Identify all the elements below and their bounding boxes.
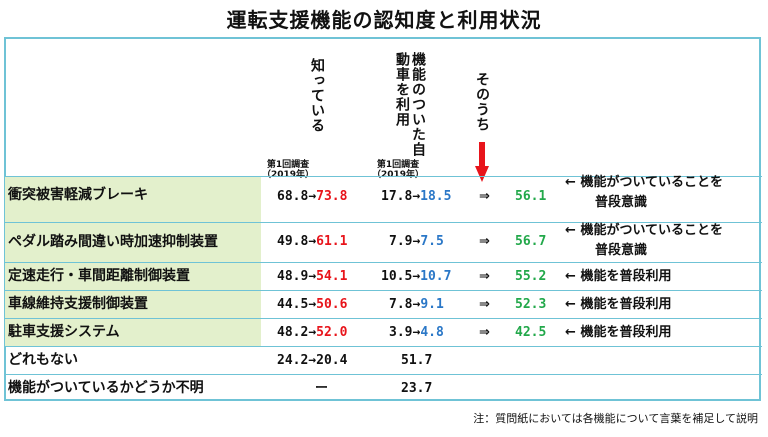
- row-label: 車線維持支援制御装置: [5, 291, 261, 318]
- use-value: 51.7: [401, 353, 433, 368]
- implies-icon: ⇒: [479, 269, 490, 284]
- use-value: 17.8→18.5: [381, 183, 451, 210]
- use-prev: 7.9: [389, 234, 413, 249]
- table-row: 機能がついているかどうか不明 ー 23.7: [5, 374, 762, 401]
- row-label: ペダル踏み間違い時加速抑制装置: [5, 223, 261, 262]
- row-label: 駐車支援システム: [5, 319, 261, 346]
- know-prev: 49.8: [277, 234, 309, 249]
- table-row: ペダル踏み間違い時加速抑制装置 49.8→61.1 7.9→7.5 ⇒ 56.7…: [5, 222, 762, 262]
- among-value: 56.1: [515, 189, 547, 204]
- implies-icon: ⇒: [479, 325, 490, 340]
- use-now: 7.5: [420, 234, 444, 249]
- know-now: 52.0: [316, 325, 348, 340]
- among-value: 42.5: [515, 325, 547, 340]
- survey-line1: 第1回調査: [376, 160, 420, 170]
- arrow-left-icon: ←: [565, 175, 576, 190]
- note-line1: 機能を普段利用: [580, 297, 672, 312]
- survey-line2: （2019年）: [371, 170, 425, 180]
- implies-icon: ⇒: [479, 234, 490, 249]
- note-line1: 機能がついていることを: [580, 223, 724, 238]
- arrow-right-icon: →: [412, 297, 421, 312]
- use-now: 10.7: [420, 269, 452, 284]
- use-value: 23.7: [401, 381, 433, 396]
- arrow-right-icon: →: [308, 234, 317, 249]
- table-row: 衝突被害軽減ブレーキ 68.8→73.8 17.8→18.5 ⇒ 56.1 ← …: [5, 173, 762, 222]
- note-line2: 普段意識: [595, 243, 648, 258]
- row-label: 機能がついているかどうか不明: [8, 380, 204, 396]
- survey-line2: （2019年）: [261, 170, 315, 180]
- row-note: ← 機能がついていることを 普段意識: [565, 173, 723, 213]
- use-now: 9.1: [420, 297, 444, 312]
- know-value: 48.2→52.0: [277, 319, 347, 346]
- know-value: ー: [315, 381, 329, 396]
- use-value: 10.5→10.7: [381, 263, 451, 290]
- know-prev: 48.2: [277, 325, 309, 340]
- survey-label-know: 第1回調査 （2019年）: [256, 160, 320, 180]
- arrow-right-icon: →: [308, 325, 317, 340]
- note-line1: 機能がついていることを: [580, 175, 724, 190]
- arrow-right-icon: →: [412, 325, 421, 340]
- arrow-down-icon: [475, 142, 489, 182]
- know-value: 48.9→54.1: [277, 263, 347, 290]
- arrow-right-icon: →: [308, 297, 317, 312]
- among-value: 52.3: [515, 297, 547, 312]
- know-now: 50.6: [316, 297, 348, 312]
- page-title: 運転支援機能の認知度と利用状況: [226, 8, 542, 32]
- use-prev: 3.9: [389, 325, 413, 340]
- know-now: 73.8: [316, 189, 348, 204]
- know-value: 49.8→61.1: [277, 228, 347, 255]
- arrow-left-icon: ←: [565, 223, 576, 238]
- arrow-left-icon: ←: [565, 297, 576, 312]
- know-value: 44.5→50.6: [277, 291, 347, 318]
- footnote: 注：質問紙においては各機能について言葉を補足して説明: [473, 412, 758, 425]
- row-label: 衝突被害軽減ブレーキ: [5, 177, 261, 222]
- use-prev: 7.8: [389, 297, 413, 312]
- arrow-right-icon: →: [412, 234, 421, 249]
- know-now: 54.1: [316, 269, 348, 284]
- know-prev: 48.9: [277, 269, 309, 284]
- header-know: 知っている: [309, 58, 325, 133]
- implies-icon: ⇒: [479, 189, 490, 204]
- among-value: 56.7: [515, 234, 547, 249]
- survey-line1: 第1回調査: [266, 160, 310, 170]
- arrow-left-icon: ←: [565, 269, 576, 284]
- table-row: 車線維持支援制御装置 44.5→50.6 7.8→9.1 ⇒ 52.3 ← 機能…: [5, 290, 762, 318]
- table-row: どれもない 24.2→20.4 51.7: [5, 346, 762, 374]
- know-value: 68.8→73.8: [277, 183, 347, 210]
- arrow-right-icon: →: [308, 269, 317, 284]
- note-line1: 機能を普段利用: [580, 325, 672, 340]
- use-now: 18.5: [420, 189, 452, 204]
- table-row: 駐車支援システム 48.2→52.0 3.9→4.8 ⇒ 42.5 ← 機能を普…: [5, 318, 762, 346]
- survey-label-use: 第1回調査 （2019年）: [366, 160, 430, 180]
- note-line1: 機能を普段利用: [580, 269, 672, 284]
- arrow-right-icon: →: [412, 189, 421, 204]
- header-among: そのうち: [474, 72, 490, 132]
- know-prev: 68.8: [277, 189, 309, 204]
- row-note: ← 機能を普段利用: [565, 263, 671, 290]
- row-label: どれもない: [8, 352, 78, 368]
- among-value: 55.2: [515, 269, 547, 284]
- know-prev: 44.5: [277, 297, 309, 312]
- row-label: 定速走行・車間距離制御装置: [5, 263, 261, 290]
- know-value: 24.2→20.4: [277, 353, 348, 368]
- use-value: 3.9→4.8: [389, 319, 444, 346]
- table-row: 定速走行・車間距離制御装置 48.9→54.1 10.5→10.7 ⇒ 55.2…: [5, 262, 762, 290]
- row-note: ← 機能がついていることを 普段意識: [565, 221, 723, 261]
- know-now: 61.1: [316, 234, 348, 249]
- row-note: ← 機能を普段利用: [565, 319, 671, 346]
- arrow-right-icon: →: [412, 269, 421, 284]
- arrow-right-icon: →: [308, 189, 317, 204]
- arrow-left-icon: ←: [565, 325, 576, 340]
- note-line2: 普段意識: [595, 195, 648, 210]
- row-note: ← 機能を普段利用: [565, 291, 671, 318]
- header-use: 機能のついた自動車を利用: [394, 52, 426, 157]
- implies-icon: ⇒: [479, 297, 490, 312]
- use-value: 7.9→7.5: [389, 228, 444, 255]
- use-prev: 10.5: [381, 269, 413, 284]
- use-now: 4.8: [420, 325, 444, 340]
- use-prev: 17.8: [381, 189, 413, 204]
- use-value: 7.8→9.1: [389, 291, 444, 318]
